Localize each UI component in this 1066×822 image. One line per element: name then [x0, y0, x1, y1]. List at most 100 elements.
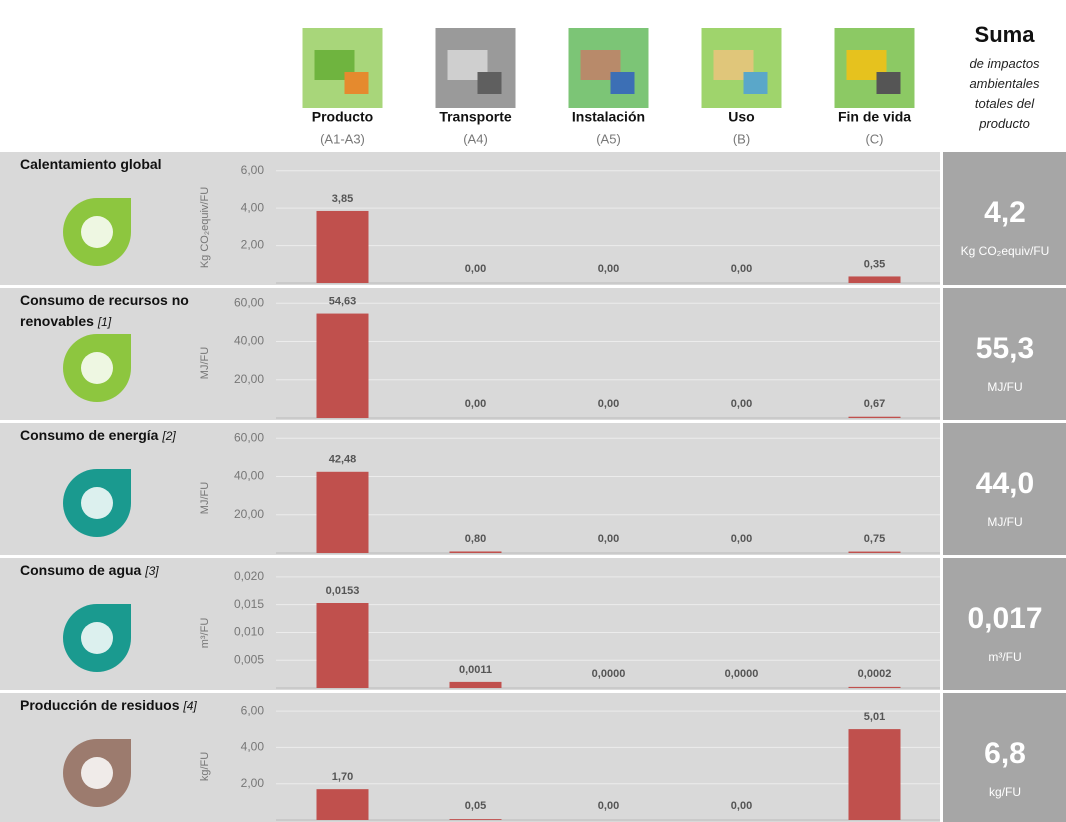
stage-image: [303, 28, 383, 108]
stage-image-detail: [744, 72, 768, 94]
value-label: 0,00: [598, 533, 619, 545]
value-label: 0,0002: [858, 668, 892, 680]
value-label: 5,01: [864, 711, 885, 723]
row-note: [3]: [145, 564, 158, 578]
value-label: 0,00: [598, 263, 619, 275]
row-title-text: Consumo de agua: [20, 562, 141, 578]
y-axis-label: m³/FU: [199, 618, 211, 649]
stage-image-detail: [345, 72, 369, 94]
sum-header: Suma de impactos ambientales totales del …: [943, 22, 1066, 134]
y-tick-label: 40,00: [234, 334, 264, 348]
y-axis-label: kg/FU: [199, 752, 211, 781]
bar: [317, 472, 369, 553]
category-icon-detail: [81, 352, 113, 384]
y-axis-label: MJ/FU: [199, 482, 211, 514]
total-value: 44,0: [976, 467, 1034, 500]
stage-image: [835, 28, 915, 108]
value-label: 0,0011: [459, 664, 492, 676]
row-title-text: Producción de residuos: [20, 697, 179, 713]
value-label: 0,0000: [725, 668, 759, 680]
y-tick-label: 2,00: [241, 238, 265, 252]
bar: [317, 211, 369, 283]
row-title: Producción de residuos [4]: [20, 695, 220, 717]
row-note: [1]: [98, 315, 111, 329]
category-icon-detail: [81, 216, 113, 248]
value-label: 0,00: [731, 800, 752, 812]
y-tick-label: 0,010: [234, 625, 264, 639]
y-tick-label: 4,00: [241, 200, 265, 214]
value-label: 0,00: [731, 398, 752, 410]
category-icon-detail: [81, 622, 113, 654]
row-title: Consumo de energía [2]: [20, 425, 220, 447]
value-label: 0,00: [465, 398, 486, 410]
row-title-text: Calentamiento global: [20, 156, 162, 172]
bar: [317, 603, 369, 688]
y-tick-label: 40,00: [234, 469, 264, 483]
bar: [450, 819, 502, 820]
row-title: Consumo de agua [3]: [20, 560, 220, 582]
stage-code: (A4): [463, 131, 488, 146]
category-icon-detail: [81, 757, 113, 789]
stage-image: [436, 28, 516, 108]
bar: [849, 417, 901, 418]
total-unit: m³/FU: [988, 650, 1021, 664]
value-label: 54,63: [329, 295, 357, 307]
bar: [849, 276, 901, 283]
stage-image: [702, 28, 782, 108]
page: Producto(A1-A3)Transporte(A4)Instalación…: [0, 0, 1066, 822]
value-label: 0,00: [598, 800, 619, 812]
y-tick-label: 60,00: [234, 295, 264, 309]
stage-name: Producto: [312, 109, 373, 125]
stage-name: Fin de vida: [838, 109, 911, 125]
stage-image-detail: [611, 72, 635, 94]
total-unit: Kg CO₂equiv/FU: [961, 244, 1050, 258]
bar: [317, 314, 369, 418]
value-label: 0,80: [465, 533, 486, 545]
row-note: [4]: [183, 699, 196, 713]
total-unit: MJ/FU: [987, 515, 1022, 529]
total-unit: kg/FU: [989, 785, 1021, 799]
value-label: 0,00: [465, 263, 486, 275]
bar: [849, 552, 901, 553]
row-title: Consumo de recursos no renovables [1]: [20, 290, 220, 333]
stage-code: (A1-A3): [320, 131, 365, 146]
value-label: 0,00: [598, 398, 619, 410]
bar: [450, 551, 502, 553]
total-value: 4,2: [984, 196, 1026, 229]
value-label: 0,0153: [326, 585, 360, 597]
value-label: 0,0000: [592, 668, 626, 680]
y-tick-label: 6,00: [241, 703, 265, 717]
row-note: [2]: [162, 429, 175, 443]
y-tick-label: 0,015: [234, 597, 264, 611]
stage-image: [569, 28, 649, 108]
sum-title: Suma: [943, 22, 1066, 48]
y-tick-label: 6,00: [241, 163, 265, 177]
y-tick-label: 0,020: [234, 569, 264, 583]
value-label: 0,35: [864, 258, 885, 270]
bar: [849, 729, 901, 820]
value-label: 0,75: [864, 533, 885, 545]
total-value: 55,3: [976, 332, 1034, 365]
total-unit: MJ/FU: [987, 380, 1022, 394]
total-value: 6,8: [984, 737, 1026, 770]
total-value: 0,017: [967, 602, 1042, 635]
y-tick-label: 2,00: [241, 776, 265, 790]
stage-code: (C): [865, 131, 883, 146]
y-axis-label: MJ/FU: [199, 347, 211, 379]
y-tick-label: 4,00: [241, 740, 265, 754]
stage-name: Uso: [728, 109, 754, 125]
value-label: 42,48: [329, 454, 357, 466]
y-tick-label: 20,00: [234, 372, 264, 386]
stage-code: (A5): [596, 131, 621, 146]
y-tick-label: 60,00: [234, 430, 264, 444]
value-label: 0,00: [731, 263, 752, 275]
stage-name: Instalación: [572, 109, 645, 125]
stage-image-detail: [478, 72, 502, 94]
stage-code: (B): [733, 131, 750, 146]
y-axis-label: Kg CO₂equiv/FU: [199, 187, 211, 268]
value-label: 0,67: [864, 398, 885, 410]
sum-subtitle: de impactos ambientales totales del prod…: [960, 54, 1050, 134]
value-label: 0,00: [731, 533, 752, 545]
value-label: 0,05: [465, 800, 486, 812]
category-icon-detail: [81, 487, 113, 519]
